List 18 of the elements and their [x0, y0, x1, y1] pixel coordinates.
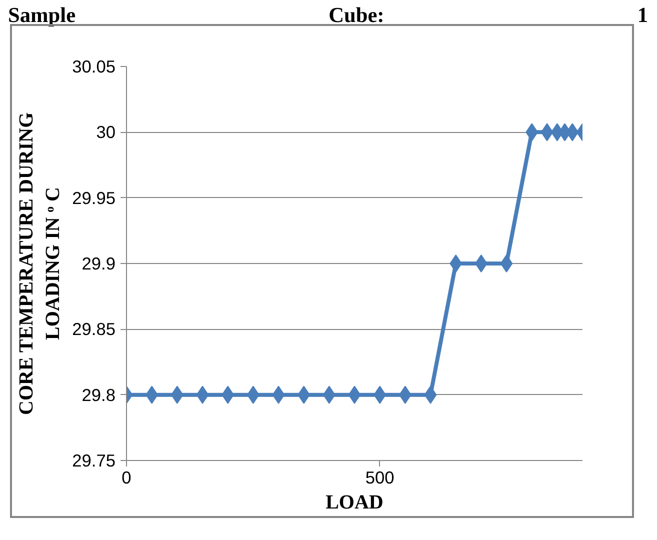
y-tick-label: 29.85 — [72, 319, 116, 340]
x-tick-label: 500 — [365, 468, 394, 488]
y-tick-label: 29.75 — [72, 450, 116, 470]
y-axis-title: CORE TEMPERATURE DURING LOADING IN ᵒ C — [16, 112, 64, 415]
y-tick-label: 30 — [96, 122, 116, 142]
y-tick-label: 30.05 — [72, 56, 116, 76]
point — [540, 123, 554, 142]
point — [196, 386, 209, 404]
y-tick-label: 29.95 — [72, 188, 116, 208]
point — [272, 386, 285, 404]
chart-title: Sample Cube: 1 — [8, 3, 648, 27]
point — [424, 386, 437, 404]
x-axis-title: LOAD — [326, 492, 384, 514]
point — [500, 254, 513, 272]
x-tick-label: 0 — [122, 468, 132, 488]
y-tick-label: 29.8 — [82, 384, 116, 405]
point — [348, 386, 361, 404]
y-tick-label: 29.9 — [82, 254, 116, 274]
